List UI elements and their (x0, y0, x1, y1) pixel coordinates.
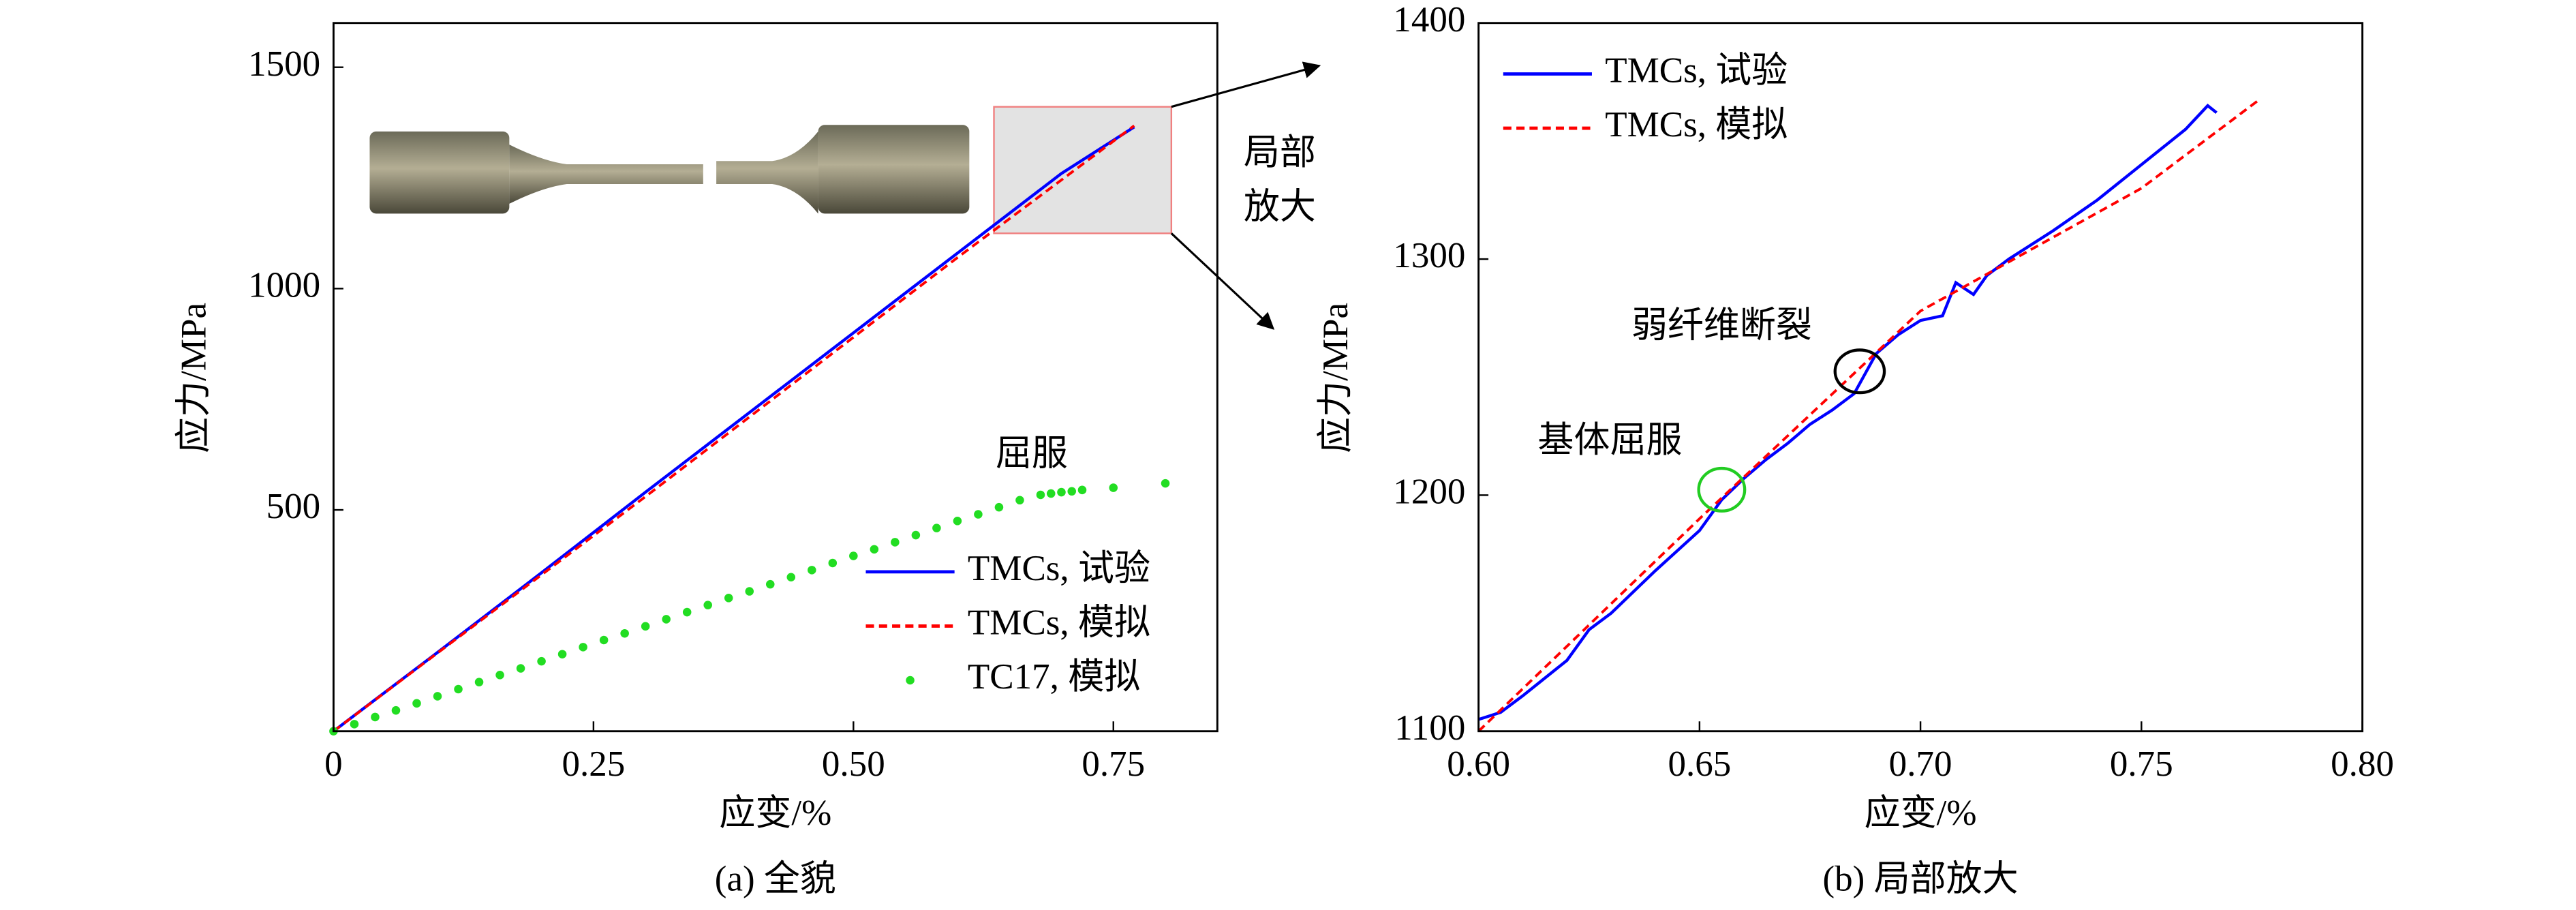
legend-label: TC17, 模拟 (968, 657, 1140, 697)
data-point (557, 650, 567, 659)
data-point (724, 593, 733, 603)
data-point (932, 524, 941, 532)
x-tick-label: 0.65 (1668, 744, 1731, 784)
zoom-arrow (1170, 232, 1275, 330)
data-point (849, 551, 858, 560)
highlight-circle (1833, 348, 1886, 395)
y-tick-label: 1100 (1394, 708, 1465, 748)
data-point (911, 530, 921, 540)
data-line (1477, 97, 2262, 733)
data-point (1077, 485, 1087, 495)
annotation: 基体屈服 (1537, 421, 1682, 460)
plot-frame (332, 22, 1218, 733)
data-point (620, 628, 629, 638)
annotation: 放大 (1244, 187, 1316, 227)
annotation: 屈服 (996, 434, 1068, 473)
data-point (391, 706, 401, 715)
data-point (1046, 489, 1056, 498)
data-point (516, 664, 525, 673)
legend-label: TMCs, 试验 (968, 549, 1150, 588)
data-point (1109, 483, 1118, 492)
data-point (974, 510, 983, 519)
y-tick-label: 1500 (248, 44, 320, 84)
data-point (412, 699, 421, 708)
legend-swatch (906, 676, 915, 685)
data-point (454, 684, 463, 694)
caption: (b) 局部放大 (1823, 860, 2019, 899)
y-axis-label: 应力/MPa (174, 303, 214, 453)
x-axis-label: 应变/% (719, 793, 831, 833)
data-point (1057, 487, 1066, 497)
x-tick-label: 0 (324, 744, 343, 784)
data-point (828, 558, 838, 568)
data-point (682, 607, 692, 617)
data-point (537, 656, 546, 666)
legend-label: TMCs, 模拟 (1605, 105, 1788, 145)
x-tick-label: 0.70 (1889, 744, 1952, 784)
x-tick-label: 0.60 (1447, 744, 1510, 784)
data-point (371, 712, 380, 722)
data-point (953, 517, 962, 526)
data-point (808, 566, 816, 575)
data-point (433, 692, 442, 701)
data-point (1036, 490, 1045, 500)
data-point (599, 635, 609, 645)
y-tick-label: 1400 (1393, 0, 1465, 40)
x-tick-label: 0.50 (822, 744, 885, 784)
data-point (662, 615, 671, 624)
data-point (1161, 479, 1170, 488)
data-point (495, 670, 504, 680)
y-tick-label: 1300 (1393, 236, 1465, 275)
legend-label: TMCs, 试验 (1605, 51, 1788, 91)
zoom-region (993, 106, 1173, 234)
legend-label: TMCs, 模拟 (968, 603, 1150, 643)
caption: (a) 全貌 (715, 860, 836, 899)
highlight-circle (1697, 466, 1747, 513)
y-tick-label: 1000 (248, 266, 320, 305)
data-point (474, 678, 484, 686)
y-axis-label: 应力/MPa (1316, 303, 1355, 453)
data-point (1067, 487, 1077, 496)
x-tick-label: 0.75 (1082, 744, 1145, 784)
data-point (703, 601, 712, 609)
data-point (745, 587, 754, 596)
x-tick-label: 0.25 (562, 744, 625, 784)
data-point (350, 720, 359, 729)
x-tick-label: 0.80 (2331, 744, 2394, 784)
data-point (641, 622, 650, 631)
x-axis-label: 应变/% (1865, 793, 1977, 833)
data-point (579, 643, 587, 652)
data-point (765, 579, 775, 589)
data-point (786, 573, 796, 582)
data-point (870, 545, 879, 554)
annotation: 弱纤维断裂 (1631, 305, 1812, 345)
data-line (1477, 104, 2218, 721)
zoom-arrow (1171, 61, 1321, 108)
data-point (1015, 496, 1024, 505)
specimen-photo (369, 125, 970, 214)
y-tick-label: 500 (266, 487, 321, 526)
y-tick-label: 1200 (1393, 472, 1465, 512)
annotation: 局部 (1244, 133, 1316, 172)
data-point (994, 502, 1004, 512)
x-tick-label: 0.75 (2110, 744, 2173, 784)
data-point (891, 538, 900, 547)
